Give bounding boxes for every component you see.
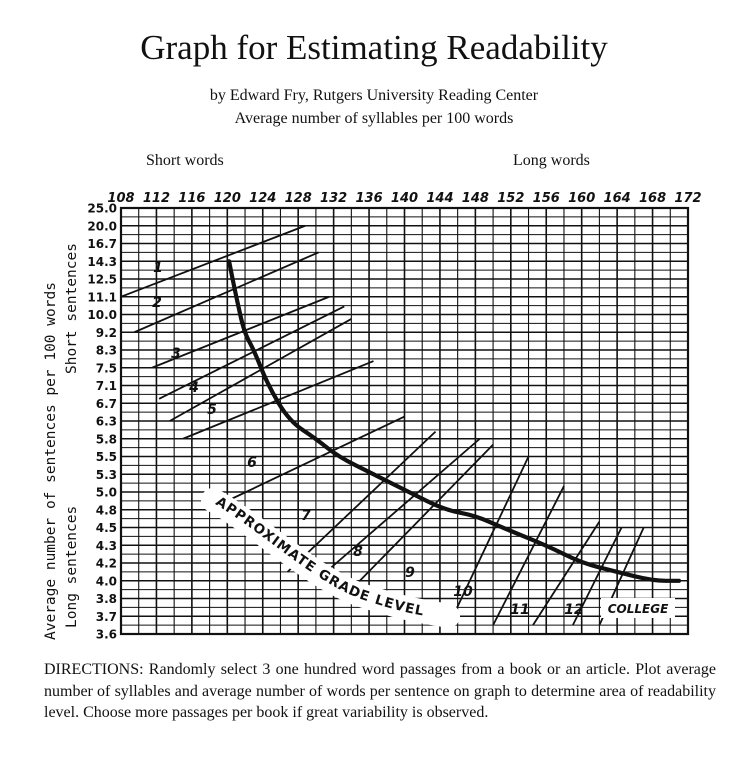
x-tick-label: 112: [143, 191, 170, 206]
grade-label: 10: [453, 584, 473, 600]
y-tick-label: 3.6: [96, 628, 117, 642]
y-tick-label: 11.1: [87, 290, 117, 304]
grade-boundary-line: [151, 295, 330, 369]
y-tick-label: 25.0: [87, 202, 117, 216]
short-sentences-note: Short sentences: [64, 243, 80, 374]
long-sentences-note: Long sentences: [64, 506, 80, 628]
y-tick-label: 5.0: [96, 486, 117, 500]
y-tick-label: 3.8: [96, 592, 117, 606]
grade-boundary-line: [158, 305, 345, 400]
y-tick-label: 4.5: [96, 521, 117, 535]
short-words-note: Short words: [146, 152, 224, 169]
grade-label: 3: [171, 346, 181, 362]
x-tick-label: 128: [285, 191, 312, 206]
x-tick-label: 140: [391, 191, 418, 206]
y-tick-label: 8.3: [96, 344, 117, 358]
x-tick-label: 148: [462, 191, 489, 206]
grade-label: 12: [564, 602, 583, 618]
y-tick-labels: 25.0 20.0 16.7 14.3 12.5 11.1 10.0 9.2 8.3 7.5 7.1…: [87, 202, 117, 642]
grade-label: 5: [207, 402, 217, 418]
grade-level-curve: [227, 259, 682, 583]
x-tick-label: 144: [426, 191, 453, 206]
chart-title: Graph for Estimating Readability: [140, 28, 608, 67]
x-tick-label: 132: [320, 191, 347, 206]
grade-label: 2: [152, 295, 162, 311]
grade-boundary-line: [572, 527, 623, 626]
chart-subtitle: by Edward Fry, Rutgers University Readin…: [209, 87, 539, 104]
grade-label: 6: [247, 455, 257, 471]
y-tick-label: 12.5: [87, 273, 117, 287]
grade-label-college: COLLEGE: [608, 602, 669, 616]
y-tick-label: 5.5: [96, 450, 117, 464]
y-tick-label: 20.0: [87, 219, 117, 233]
directions-text: DIRECTIONS: Randomly select 3 one hundre…: [44, 661, 716, 721]
x-tick-label: 160: [568, 191, 595, 206]
y-tick-label: 14.3: [87, 255, 117, 269]
y-tick-label: 9.2: [96, 326, 117, 340]
plot-frame: [119, 206, 690, 636]
grade-boundary-line: [447, 456, 530, 626]
grade-boundary-line: [532, 521, 601, 626]
grade-boundary-line: [492, 485, 565, 626]
y-tick-label: 5.3: [96, 468, 117, 482]
grade-label: 1: [153, 260, 163, 276]
curve: [227, 259, 682, 583]
y-tick-label: 6.7: [96, 397, 117, 411]
x-tick-label: 168: [639, 191, 666, 206]
college-label-backdrop: [601, 598, 675, 618]
grade-label: 4: [188, 380, 199, 396]
y-tick-label: 16.7: [87, 237, 117, 251]
x-tick-label: 156: [533, 191, 560, 206]
long-words-note: Long words: [513, 152, 590, 169]
grade-label: 8: [353, 544, 363, 560]
y-tick-label: 4.0: [96, 574, 117, 588]
grade-label: 7: [301, 508, 311, 524]
grade-label: 9: [405, 565, 415, 581]
grade-boundary-line: [120, 224, 306, 298]
y-tick-label: 6.3: [96, 415, 117, 429]
x-tick-label: 116: [178, 191, 205, 206]
x-tick-label: 172: [674, 191, 701, 206]
grade-boundary-line: [315, 438, 481, 582]
grade-boundary-line: [133, 251, 319, 334]
x-tick-label: 136: [355, 191, 382, 206]
x-tick-label: 108: [107, 191, 134, 206]
grade-label: 11: [510, 602, 529, 618]
x-tick-labels: 108 112 116 120 124 128 132 136 140 144 148 152 156 1…: [107, 191, 701, 206]
y-tick-label: 4.3: [96, 539, 117, 553]
grid: [119, 206, 690, 636]
banner-backdrop: [201, 488, 460, 628]
y-axis-label: Average number of sentences per 100 word…: [43, 282, 59, 640]
y-tick-label: 4.8: [96, 503, 117, 517]
y-tick-label: 7.1: [96, 379, 117, 393]
x-tick-label: 164: [604, 191, 631, 206]
y-tick-label: 4.2: [96, 557, 117, 571]
grade-boundary-line: [286, 430, 437, 573]
y-tick-label: 7.5: [96, 361, 117, 375]
grade-boundary-line: [226, 415, 405, 502]
x-tick-label: 124: [249, 191, 276, 206]
x-tick-label: 120: [214, 191, 241, 206]
x-axis-label: Average number of syllables per 100 word…: [234, 110, 514, 127]
x-tick-label: 152: [497, 191, 524, 206]
grade-lines: [120, 224, 645, 626]
y-tick-label: 3.7: [96, 610, 117, 624]
y-tick-label: 5.8: [96, 432, 117, 446]
y-tick-label: 10.0: [87, 308, 117, 322]
grade-boundary-line: [341, 444, 494, 600]
